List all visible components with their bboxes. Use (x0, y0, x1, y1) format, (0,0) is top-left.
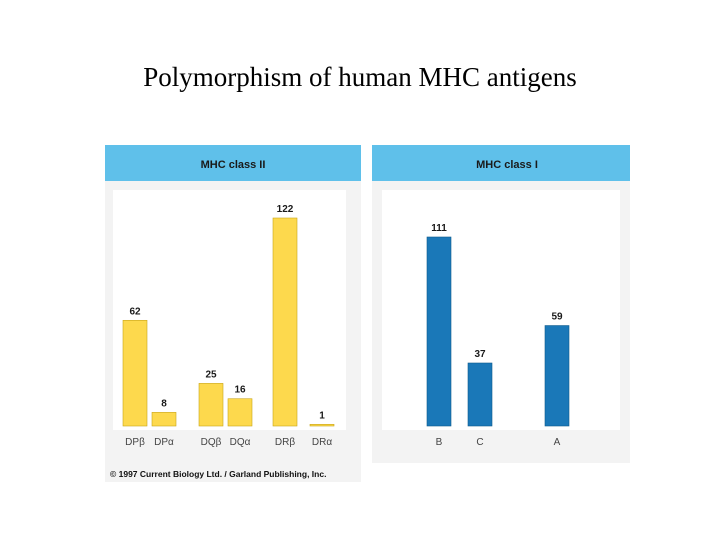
bar-value-label: 59 (551, 312, 563, 323)
category-tick-label: C (476, 437, 483, 448)
class-i-bars: 111 B 37 C 59 A (426, 223, 570, 448)
category-tick-label: DRβ (275, 437, 295, 448)
bar-DRβ (272, 217, 298, 427)
bar-A (544, 325, 570, 427)
bar-DQα (227, 398, 253, 427)
bar-value-label: 37 (474, 349, 486, 360)
bar-DPβ (122, 319, 148, 427)
class-ii-bars: 62 DPβ 8 DPα 25 DQβ 16 DQα 122 DRβ 1 DRα (122, 204, 335, 448)
slide-title: Polymorphism of human MHC antigens (143, 62, 577, 92)
class-i-panel: MHC class I 111 B 37 C 59 A (372, 145, 630, 463)
class-i-plot-area (382, 190, 620, 430)
category-tick-label: DQα (230, 437, 251, 448)
class-i-header (372, 145, 630, 181)
category-tick-label: A (554, 437, 561, 448)
category-tick-label: DRα (312, 437, 332, 448)
category-tick-label: DQβ (201, 437, 222, 448)
bar-value-label: 25 (205, 369, 217, 380)
bar-DQβ (198, 383, 224, 427)
class-ii-header (105, 145, 361, 181)
bar-value-label: 122 (277, 204, 294, 215)
bar-value-label: 8 (161, 398, 167, 409)
class-i-title: MHC class I (476, 159, 538, 171)
bar-value-label: 111 (431, 223, 447, 234)
bar-DPα (151, 412, 177, 427)
class-ii-plot-area (113, 190, 346, 430)
bar-value-label: 1 (319, 410, 325, 421)
bar-C (467, 362, 493, 427)
class-ii-title: MHC class II (201, 159, 266, 171)
bar-value-label: 62 (129, 306, 141, 317)
category-tick-label: DPα (154, 437, 174, 448)
class-ii-panel: MHC class II 62 DPβ 8 DPα 25 DQβ 16 DQα 122 DRβ 1 D… (105, 145, 361, 482)
bar-DRα (309, 423, 335, 427)
bar-value-label: 16 (234, 385, 246, 396)
bar-B (426, 236, 452, 427)
category-tick-label: DPβ (125, 437, 145, 448)
copyright-notice: © 1997 Current Biology Ltd. / Garland Pu… (110, 469, 327, 479)
category-tick-label: B (436, 437, 443, 448)
